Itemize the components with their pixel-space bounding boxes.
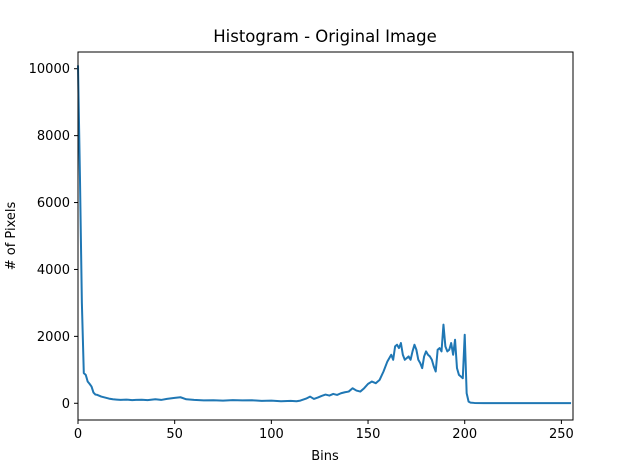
y-tick-label: 0 bbox=[62, 397, 70, 412]
series-layer bbox=[77, 65, 572, 405]
chart-title: Histogram - Original Image bbox=[213, 27, 437, 46]
x-tick-label: 50 bbox=[166, 427, 183, 442]
y-tick-label: 8000 bbox=[37, 129, 70, 144]
x-tick-label: 100 bbox=[259, 427, 284, 442]
histogram-line bbox=[77, 65, 572, 405]
y-tick-label: 4000 bbox=[37, 263, 70, 278]
y-axis-ticks: 0 2000 4000 6000 8000 10000 bbox=[29, 62, 78, 412]
x-tick-label: 150 bbox=[356, 427, 381, 442]
x-tick-label: 200 bbox=[452, 427, 477, 442]
x-axis-ticks: 0 50 100 150 200 250 bbox=[74, 420, 574, 442]
y-tick-label: 10000 bbox=[29, 62, 70, 77]
y-tick-label: 2000 bbox=[37, 330, 70, 345]
x-tick-label: 0 bbox=[74, 427, 82, 442]
y-axis-label: # of Pixels bbox=[4, 202, 19, 271]
y-tick-label: 6000 bbox=[37, 196, 70, 211]
x-axis-label: Bins bbox=[311, 449, 339, 464]
plot-area-frame bbox=[77, 51, 574, 421]
x-tick-label: 250 bbox=[549, 427, 574, 442]
